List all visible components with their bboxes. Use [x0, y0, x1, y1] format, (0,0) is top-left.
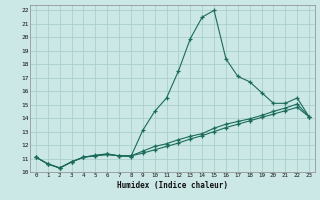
X-axis label: Humidex (Indice chaleur): Humidex (Indice chaleur) [117, 181, 228, 190]
